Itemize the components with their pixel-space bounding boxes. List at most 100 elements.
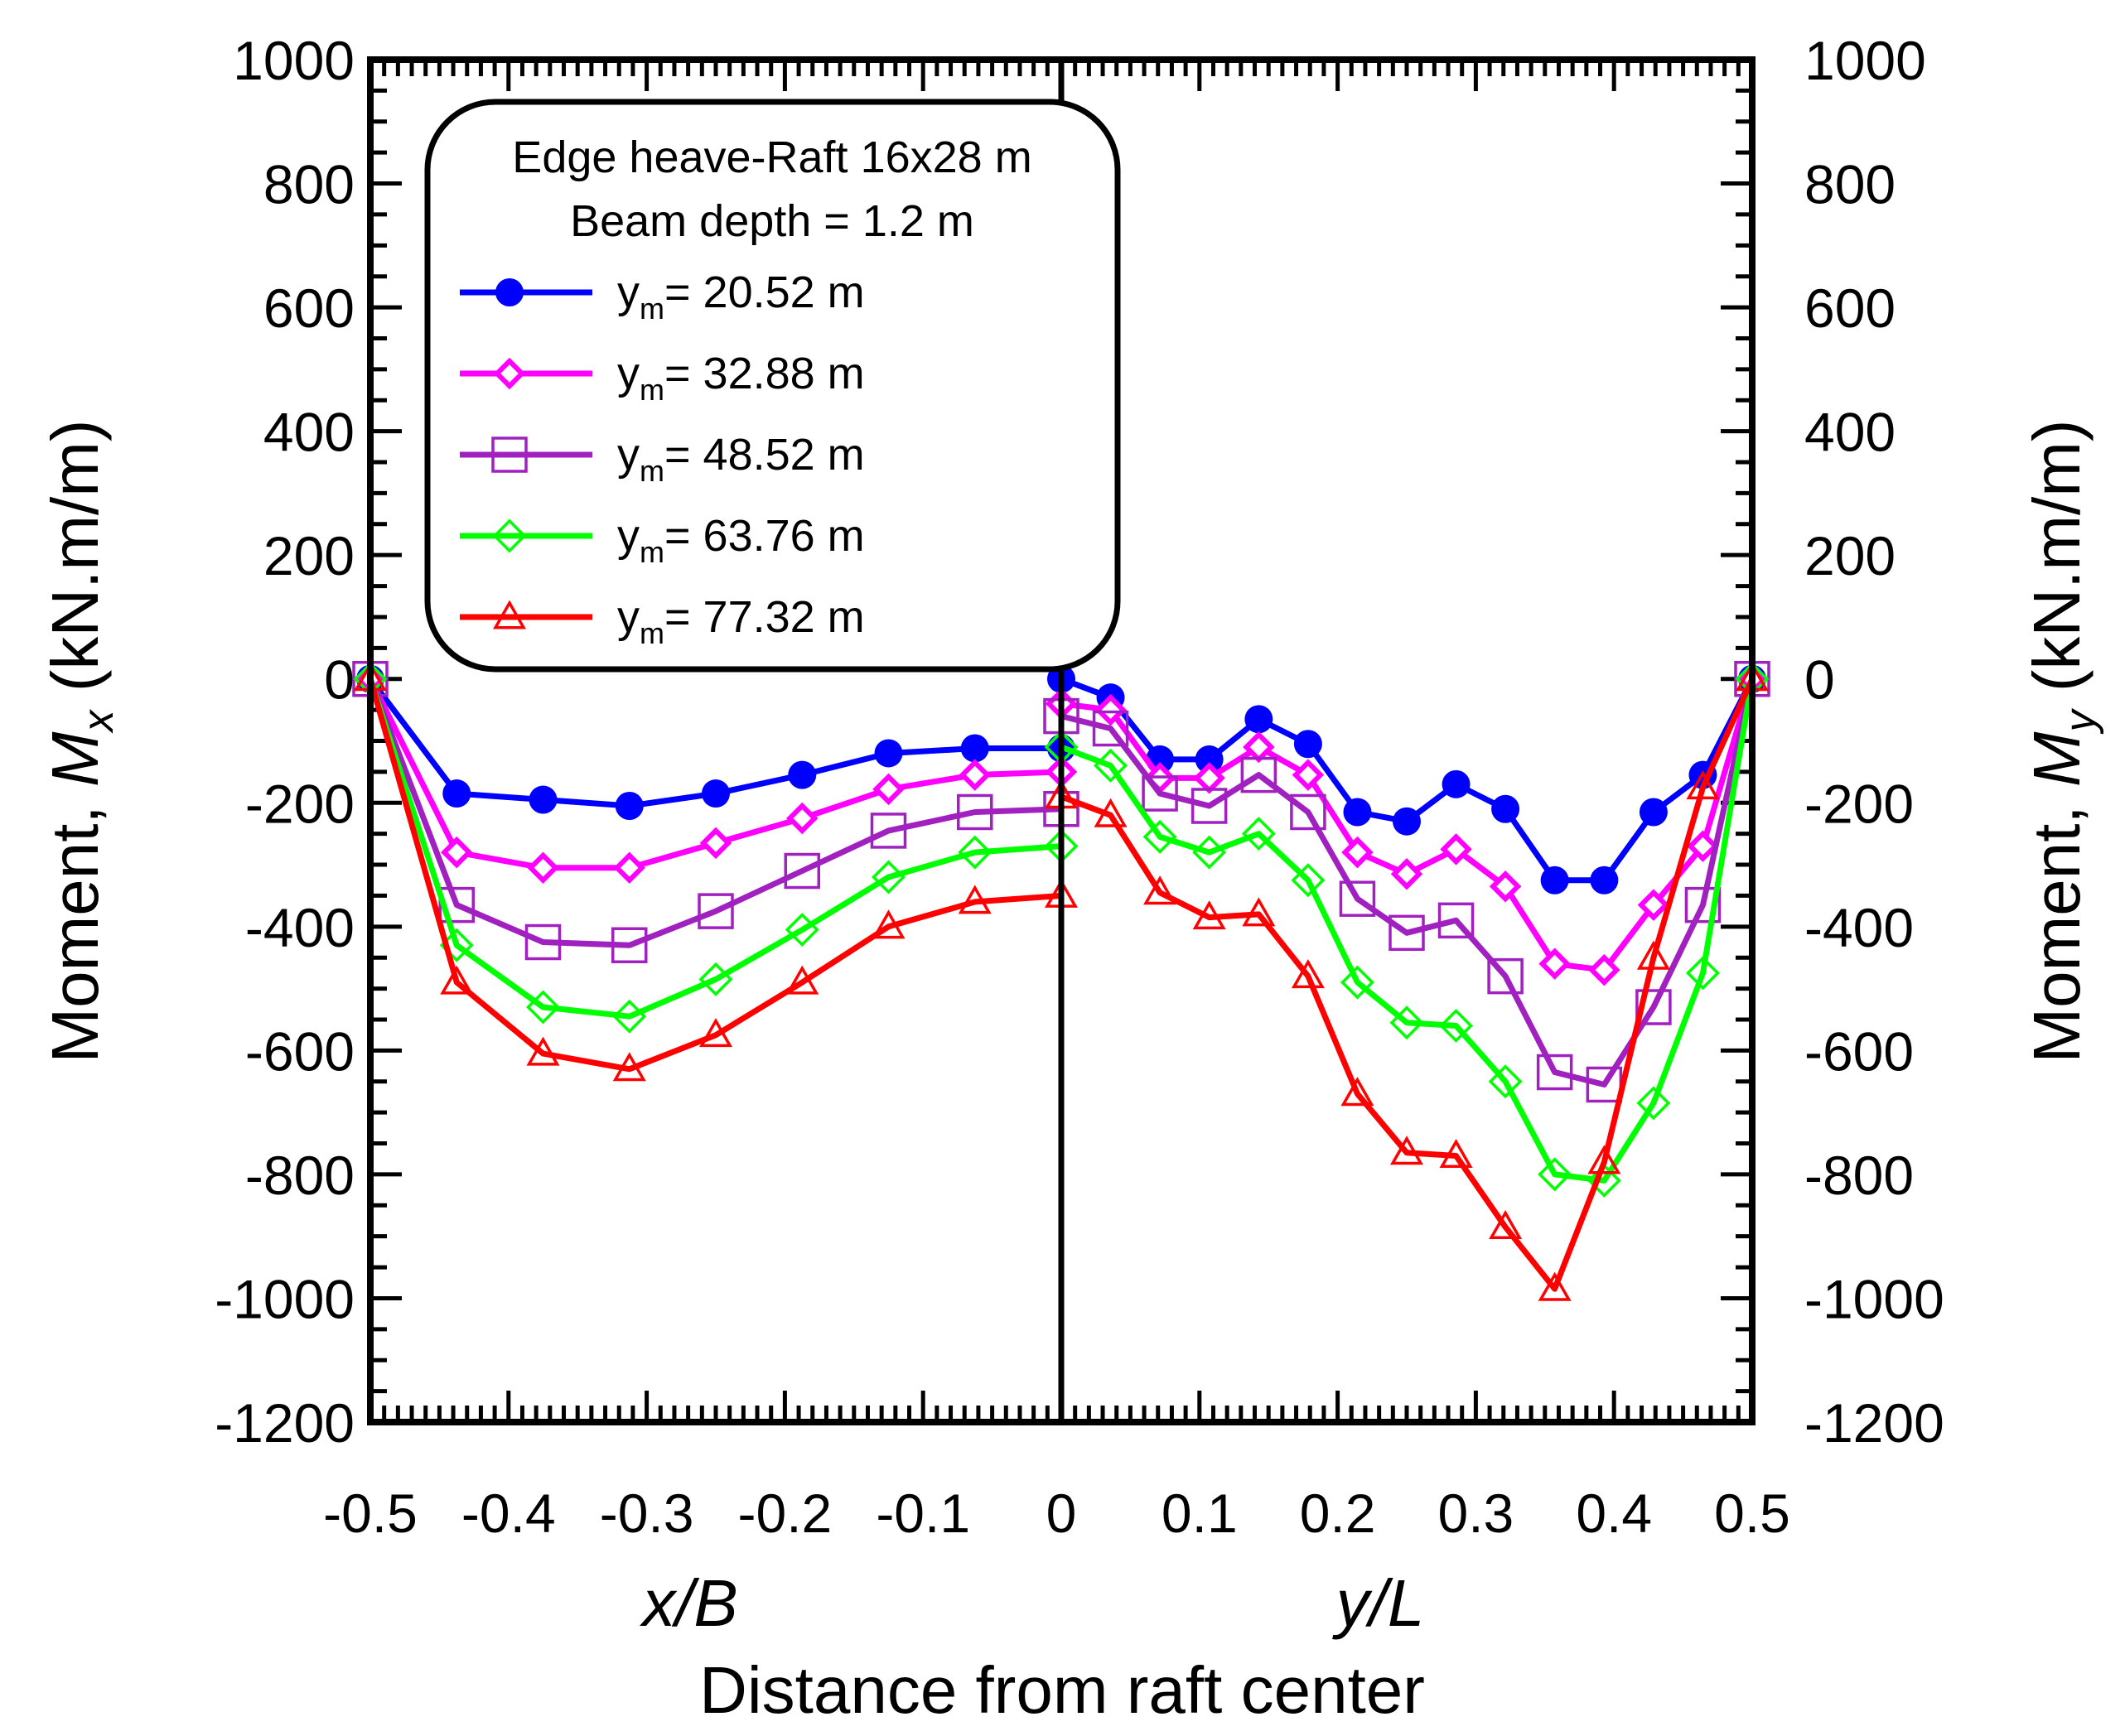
legend-entry: ym= 48.52 m	[460, 430, 865, 488]
data-point-left	[611, 927, 648, 963]
data-point-right	[1442, 769, 1471, 798]
data-point-right	[1587, 1163, 1621, 1198]
legend-entry: ym= 20.52 m	[460, 268, 865, 326]
data-point-right	[1685, 956, 1720, 991]
data-point-right	[1094, 798, 1128, 827]
data-point-right	[1439, 1138, 1473, 1168]
data-point-right	[1639, 798, 1668, 827]
data-point-right	[1388, 914, 1425, 952]
legend-label: ym= 63.76 m	[617, 511, 865, 569]
data-point-left	[960, 734, 989, 763]
data-point-right	[1489, 870, 1522, 903]
y-tick-label-left: -1200	[215, 1392, 355, 1454]
y-tick-label-left: 200	[263, 525, 355, 586]
data-point-right	[1142, 819, 1177, 854]
data-point-right	[1389, 1136, 1424, 1165]
y-tick-label-left: 800	[263, 154, 355, 215]
data-point-left	[698, 962, 733, 996]
legend-label-main: y	[617, 268, 640, 317]
data-point-right	[1538, 1271, 1572, 1301]
data-point-right	[1439, 1008, 1474, 1043]
y-tick-label-right: 800	[1804, 154, 1896, 215]
data-point-left	[438, 886, 475, 923]
legend-label-value: = 77.32 m	[664, 592, 865, 642]
legend-label-subscript: m	[640, 535, 664, 569]
data-point-left	[441, 836, 473, 869]
y-right-symbol: M	[2020, 731, 2094, 787]
data-point-right	[1440, 833, 1472, 866]
legend-marker	[492, 518, 527, 553]
y-tick-label-left: -200	[245, 773, 355, 834]
y-tick-label-right: -600	[1804, 1020, 1914, 1082]
data-point-left	[870, 813, 907, 849]
y-tick-label-left: 1000	[233, 30, 355, 91]
data-point-right	[1390, 858, 1423, 890]
data-point-left	[872, 773, 905, 806]
legend-label-main: y	[617, 511, 640, 561]
legend-label-main: y	[617, 349, 640, 398]
y-tick-label-right: 400	[1804, 402, 1896, 463]
legend: Edge heave-Raft 16x28 m Beam depth = 1.2…	[424, 99, 1121, 673]
y-axis-title-left: Moment, Mx (kN.m/m)	[38, 419, 123, 1063]
y-left-unit: (kN.m/m)	[38, 419, 112, 710]
data-point-left	[785, 965, 819, 995]
data-point-right	[1092, 710, 1129, 747]
data-point-left	[957, 793, 993, 831]
legend-label-value: = 32.88 m	[664, 349, 865, 398]
data-point-right	[1686, 770, 1720, 800]
data-point-left	[872, 860, 906, 895]
legend-label-subscript: m	[640, 454, 664, 488]
y-axis-title-right: Moment, My (kN.m/m)	[2020, 419, 2104, 1063]
data-point-right	[1635, 989, 1672, 1025]
data-point-right	[1190, 788, 1228, 824]
data-point-right	[1637, 889, 1670, 921]
x-tick-label-right: 0.5	[1714, 1483, 1790, 1544]
data-point-left	[527, 851, 559, 885]
data-point-right	[1241, 817, 1276, 851]
series-line-left	[367, 678, 1062, 1020]
legend-title-line-1: Edge heave-Raft 16x28 m	[512, 133, 1031, 182]
data-point-right	[1192, 900, 1226, 930]
series-4	[353, 662, 1770, 1198]
y-left-symbol: M	[38, 731, 112, 787]
data-point-left	[612, 999, 647, 1034]
data-point-right	[1491, 794, 1520, 823]
data-point-left	[785, 913, 819, 948]
data-point-left	[702, 779, 730, 808]
data-point-right	[1393, 807, 1421, 836]
y-tick-label-left: -800	[245, 1145, 355, 1206]
data-point-right	[1244, 705, 1273, 734]
data-point-right	[1293, 730, 1322, 759]
data-point-left	[440, 965, 474, 995]
data-point-left	[612, 1052, 646, 1082]
data-point-left	[788, 760, 817, 789]
legend-entry: ym= 32.88 m	[460, 349, 865, 407]
data-point-left	[958, 835, 992, 870]
data-point-right	[1290, 793, 1326, 831]
data-point-right	[1142, 775, 1178, 812]
x-tick-label-left: 0	[1046, 1483, 1077, 1544]
data-point-right	[1538, 948, 1571, 980]
data-point-right	[1536, 1054, 1573, 1091]
legend-title-line-2: Beam depth = 1.2 m	[570, 196, 974, 246]
series-line-left	[367, 678, 1062, 948]
legend-label-main: y	[617, 430, 640, 480]
data-point-right	[1540, 866, 1569, 895]
legend-box	[424, 99, 1121, 673]
y-tick-label-right: -400	[1804, 897, 1914, 958]
data-point-right	[1636, 1086, 1671, 1121]
data-point-right	[1339, 880, 1376, 917]
data-point-left	[613, 851, 645, 885]
y-tick-label-right: 1000	[1804, 30, 1926, 91]
data-point-right	[1242, 897, 1276, 927]
x-tick-label-right: 0.3	[1438, 1483, 1514, 1544]
y-right-subscript: y	[2056, 707, 2104, 734]
legend-label-value: = 63.76 m	[664, 511, 865, 561]
series-1	[356, 664, 1766, 895]
legend-label: ym= 77.32 m	[617, 592, 865, 650]
data-point-right	[1687, 830, 1719, 862]
y-tick-label-right: 0	[1804, 649, 1835, 711]
data-point-left	[874, 739, 903, 768]
data-point-right	[1684, 886, 1722, 923]
data-point-right	[1291, 959, 1325, 989]
